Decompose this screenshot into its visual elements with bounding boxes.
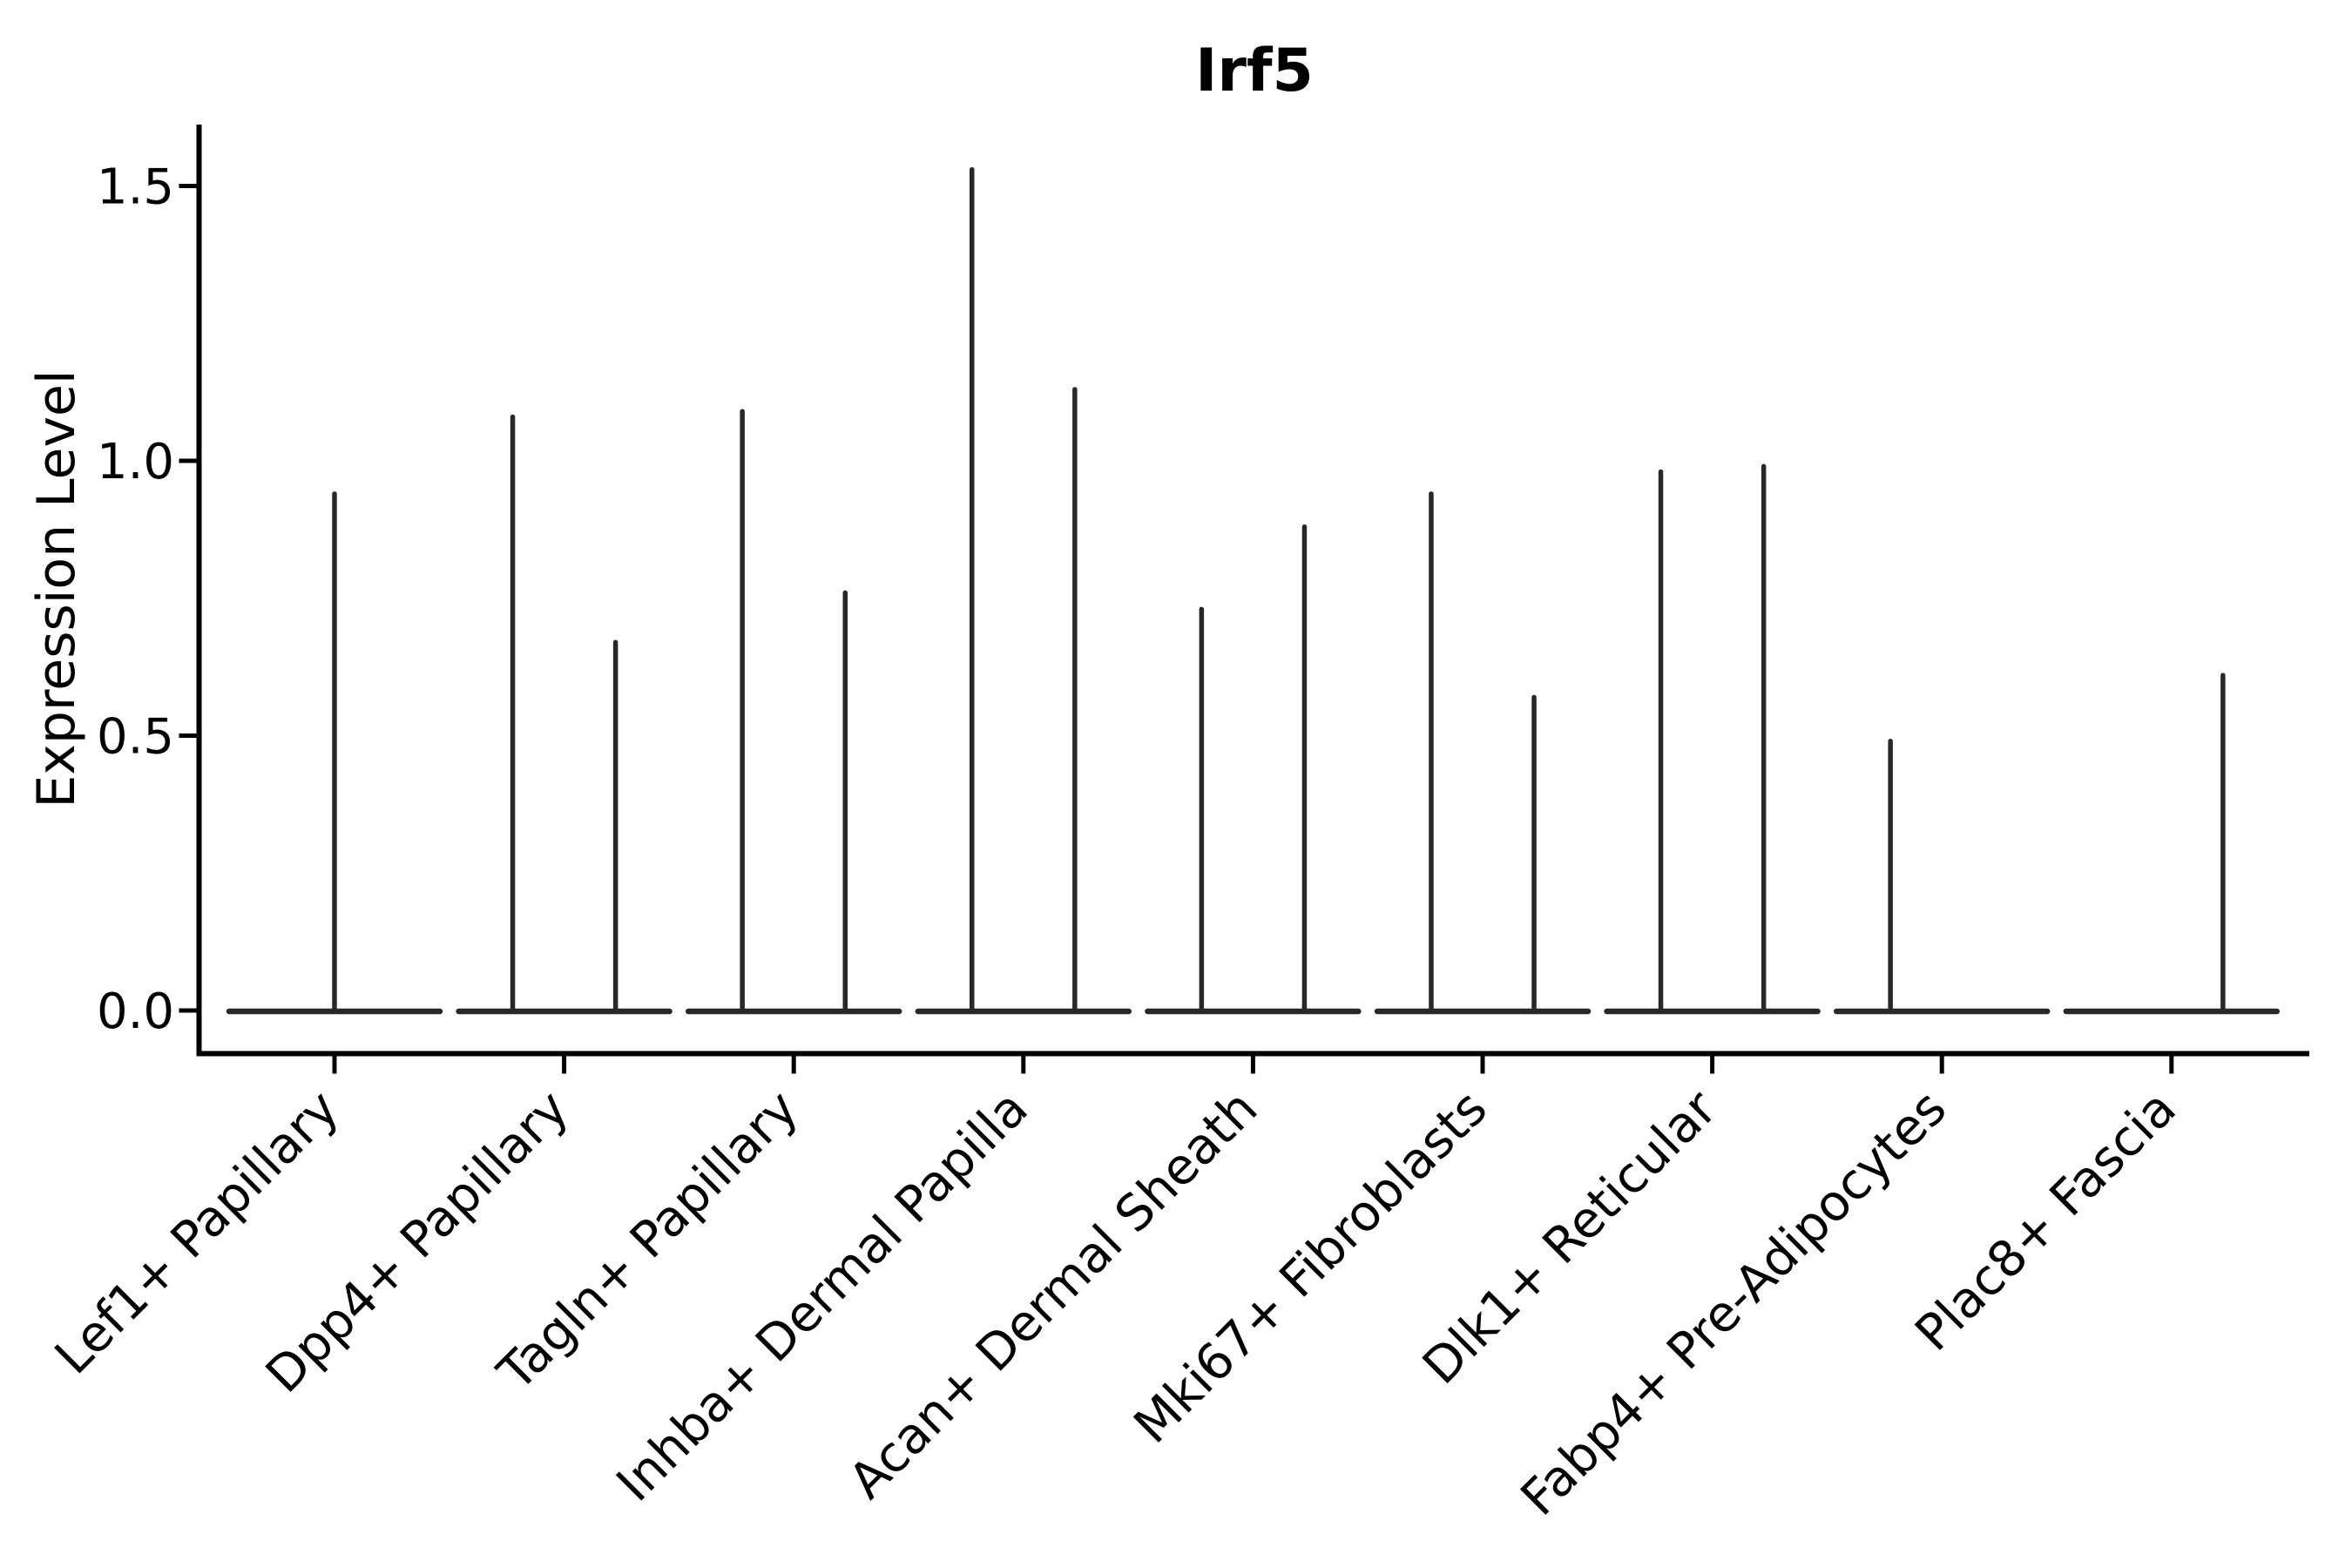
x-tick-label: Inhba+ Dermal Papilla [605,1079,1038,1512]
violin [1833,739,2051,1015]
violin [685,409,902,1015]
y-tick-label: 0.5 [97,709,174,766]
violin [915,166,1132,1015]
violin-layer [226,166,2281,1015]
violin [1604,463,1821,1015]
violin [2063,672,2281,1015]
x-tick-label: Acan+ Dermal Sheath [838,1079,1268,1510]
plot-title: Irf5 [1195,37,1314,105]
violin [456,414,672,1015]
violin [226,491,443,1015]
x-tick-label: Fabp4+ Pre-Adipocytes [1511,1079,1957,1526]
y-tick-label: 1.0 [97,434,174,490]
violin [1145,524,1362,1015]
y-axis-label: Expression Level [26,369,87,808]
y-tick-label: 0.0 [97,983,174,1040]
y-tick-label: 1.5 [97,159,174,216]
violin [1374,491,1592,1015]
